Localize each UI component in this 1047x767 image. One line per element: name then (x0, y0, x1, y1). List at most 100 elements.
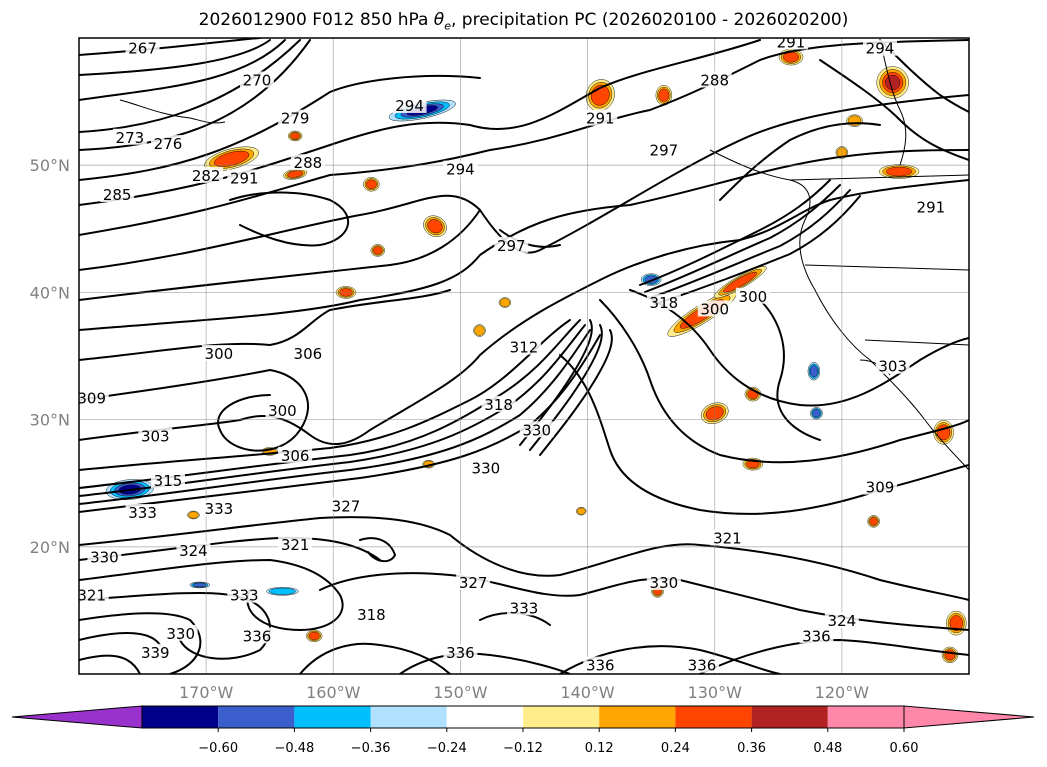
precip-cell (576, 507, 586, 515)
contour-label-bg (227, 586, 262, 603)
precip-cell (193, 582, 207, 588)
colorbar-bin (294, 706, 371, 728)
contour-label: 333 (128, 504, 157, 522)
colorbar-bin (523, 706, 600, 728)
contour-label-bg (468, 459, 503, 476)
contour-label-bg (138, 643, 173, 660)
colorbar-tick-label: −0.48 (274, 741, 314, 756)
contour-label-bg (913, 198, 948, 215)
contour-label-bg (278, 446, 313, 463)
colorbar-tick-label: −0.36 (351, 741, 391, 756)
contour-label: 303 (878, 358, 907, 376)
lat-tick-label: 20°N (30, 538, 70, 557)
contour-label: 333 (510, 599, 539, 617)
contour-label: 273 (116, 129, 145, 147)
precip-cell (308, 631, 320, 640)
contour-label: 303 (141, 428, 170, 446)
colorbar-bin (599, 706, 676, 728)
contour-label: 294 (866, 40, 895, 58)
figure-title: 2026012900 F012 850 hPa θe, precipitatio… (198, 10, 849, 33)
contour-label-bg (125, 39, 160, 56)
contour-label: 330 (650, 574, 679, 592)
contour-label-bg (774, 38, 808, 50)
contour-label: 336 (446, 644, 475, 662)
colorbar-bin (446, 706, 523, 728)
contour-label-bg (507, 599, 541, 616)
colorbar-bin (751, 706, 828, 728)
contour-label-bg (290, 345, 325, 361)
contour-label-bg (240, 627, 274, 644)
colorbar-bin (218, 706, 295, 728)
contour-label: 270 (243, 72, 272, 90)
contour-label-bg (176, 542, 211, 559)
contour-label: 294 (395, 97, 424, 115)
contour-label: 321 (281, 536, 310, 554)
contour-label-bg (151, 472, 185, 489)
precip-cell (885, 74, 901, 91)
colorbar-bin (827, 706, 904, 728)
contour-label-bg (863, 478, 897, 495)
contour-label-bg (201, 345, 236, 361)
graticule (79, 38, 969, 674)
contour-label: 315 (154, 472, 183, 490)
contour-label: 291 (586, 110, 615, 128)
contour-label: 288 (700, 72, 729, 90)
colorbar-tick-label: 0.60 (890, 741, 919, 756)
colorbar-tick-label: −0.60 (198, 741, 238, 756)
contour-label: 339 (141, 644, 170, 662)
contour-label-bg (240, 71, 274, 88)
contour-label: 267 (128, 40, 157, 58)
plot-frame (78, 37, 970, 675)
contour-label: 300 (268, 402, 297, 420)
precip-cell (373, 246, 383, 255)
contour-label-bg (481, 395, 516, 412)
contour-label-bg (329, 497, 363, 514)
contour-label: 333 (230, 587, 259, 605)
contour-label-bg (710, 529, 745, 546)
precip-cell (269, 587, 296, 595)
lon-tick-label: 140°W (560, 683, 615, 702)
precip-cell (812, 409, 821, 418)
contour-label-bg (189, 166, 224, 183)
lon-tick-label: 120°W (815, 683, 870, 702)
contour-label-bg (456, 573, 491, 590)
contour-label: 318 (484, 396, 513, 414)
contour-label: 327 (332, 498, 361, 516)
contour-label-bg (646, 294, 681, 311)
contour-label: 282 (192, 167, 221, 185)
contour-label: 297 (650, 141, 679, 159)
contour-label: 309 (866, 479, 895, 497)
contour-label-bg (392, 96, 427, 113)
contour-label: 330 (90, 549, 119, 567)
contour-label: 306 (281, 447, 310, 465)
contour-label-bg (125, 504, 160, 520)
colorbar-bin (675, 706, 752, 728)
contour-label-bg (685, 656, 719, 673)
contour-label-bg (79, 586, 109, 603)
colorbar: −0.60 −0.48 −0.36 −0.24 −0.12 0.12 0.24 0.36 0.4… (11, 705, 1035, 756)
contour-label: 309 (77, 390, 106, 408)
contour-label: 300 (700, 300, 729, 318)
lat-tick-label: 40°N (30, 283, 70, 302)
contour-label-bg (227, 169, 262, 186)
contour-label: 321 (713, 529, 742, 547)
contour-label-bg (443, 160, 478, 177)
colorbar-tick-label: −0.24 (427, 741, 467, 756)
contour-label-bg (799, 627, 834, 644)
contour-label: 300 (739, 288, 768, 306)
contour-label: 279 (281, 110, 310, 128)
lon-tick-label: 130°W (688, 683, 743, 702)
precip-cell (287, 170, 303, 178)
contour-label: 285 (103, 186, 132, 204)
contour-label: 276 (154, 135, 183, 153)
contour-label: 330 (522, 421, 551, 439)
contour-label-bg (290, 154, 325, 171)
contour-label-bg (507, 338, 541, 355)
contour-label: 330 (472, 459, 501, 477)
contour-label: 324 (179, 542, 208, 560)
contour-label: 333 (205, 500, 234, 518)
contour-label: 330 (166, 625, 195, 643)
contour-label-bg (151, 135, 185, 152)
contour-label-bg (163, 624, 198, 641)
